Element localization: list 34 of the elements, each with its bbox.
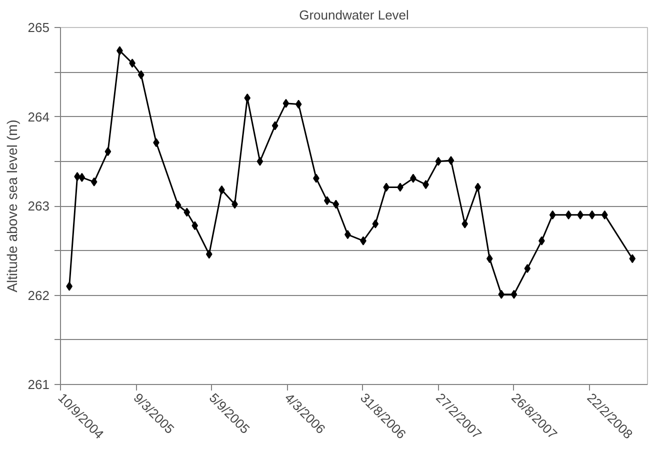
point xyxy=(272,121,278,130)
point xyxy=(78,172,86,182)
point xyxy=(588,210,596,220)
point xyxy=(372,219,379,228)
point xyxy=(498,290,505,299)
point xyxy=(448,156,454,165)
point xyxy=(138,70,144,80)
point xyxy=(486,254,493,264)
y-tick-label: 264 xyxy=(28,109,50,124)
point xyxy=(565,210,572,220)
point xyxy=(104,147,112,156)
point xyxy=(332,200,340,209)
chart-title: Groundwater Level xyxy=(299,8,410,22)
point xyxy=(206,250,212,259)
point xyxy=(90,177,98,186)
point xyxy=(549,210,556,220)
y-tick-label: 265 xyxy=(28,20,50,35)
y-axis-title: Altitude above sea level (m) xyxy=(4,120,20,292)
point xyxy=(324,196,330,206)
point xyxy=(524,264,531,273)
point xyxy=(462,219,468,228)
point xyxy=(282,98,290,108)
y-tick-label: 261 xyxy=(28,377,50,392)
point xyxy=(174,200,182,210)
point xyxy=(474,182,482,192)
point xyxy=(184,208,190,217)
point xyxy=(435,156,442,166)
point xyxy=(256,156,264,166)
y-tick-label: 262 xyxy=(28,288,50,303)
point xyxy=(510,290,518,299)
point xyxy=(192,221,198,230)
point xyxy=(629,254,636,264)
point xyxy=(295,100,302,109)
y-tick-label: 263 xyxy=(28,198,50,214)
